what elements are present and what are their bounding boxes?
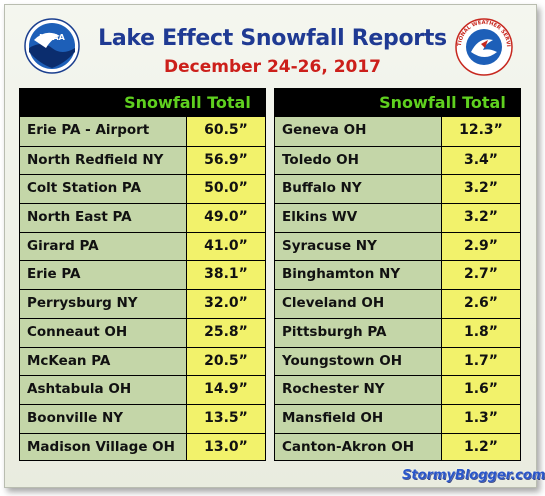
right-snowfall-table: Snowfall Total Geneva OH 12.3” Toledo OH 3.…	[274, 88, 521, 462]
snowfall-value-cell: 13.0”	[187, 433, 265, 461]
table-row: North Redfield NY 56.9”	[19, 145, 266, 175]
table-row: Buffalo NY 3.2”	[274, 174, 521, 204]
table-row: Erie PA - Airport 60.5”	[19, 117, 266, 146]
snowfall-value-cell: 14.9”	[187, 376, 265, 404]
table-row: Elkins WV 3.2”	[274, 203, 521, 232]
snowfall-value-cell: 49.0”	[187, 204, 265, 232]
location-cell: Colt Station PA	[20, 175, 187, 204]
page-subtitle: December 24-26, 2017	[163, 57, 382, 77]
left-snowfall-table: Snowfall Total Erie PA - Airport 60.5” Nor…	[19, 88, 266, 462]
snowfall-value-cell: 3.2”	[442, 175, 520, 204]
table-row: Binghamton NY 2.7”	[274, 260, 521, 290]
noaa-logo-icon: NOAA	[24, 18, 80, 74]
location-cell: Pittsburgh PA	[275, 318, 442, 347]
table-row: Cleveland OH 2.6”	[274, 289, 521, 318]
location-cell: Ashtabula OH	[20, 376, 187, 404]
svg-text:NOAA: NOAA	[39, 33, 65, 42]
left-table-header: Snowfall Total	[19, 88, 266, 117]
location-cell: Rochester NY	[275, 376, 442, 404]
snowfall-value-cell: 60.5”	[187, 117, 265, 146]
snowfall-value-cell: 2.7”	[442, 261, 520, 290]
table-row: Colt Station PA 50.0”	[19, 174, 266, 204]
snowfall-value-cell: 1.2”	[442, 433, 520, 461]
location-cell: Madison Village OH	[20, 433, 187, 461]
snowfall-value-cell: 2.6”	[442, 290, 520, 318]
location-cell: Perrysburg NY	[20, 290, 187, 318]
snowfall-value-cell: 1.7”	[442, 347, 520, 376]
table-row: Ashtabula OH 14.9”	[19, 375, 266, 404]
location-cell: Canton-Akron OH	[275, 433, 442, 461]
table-row: Mansfield OH 1.3”	[274, 403, 521, 433]
right-table-header: Snowfall Total	[274, 88, 521, 117]
snowfall-value-cell: 1.6”	[442, 376, 520, 404]
location-cell: Conneaut OH	[20, 318, 187, 347]
table-row: Youngstown OH 1.7”	[274, 346, 521, 376]
snowfall-value-cell: 12.3”	[442, 117, 520, 146]
table-row: Erie PA 38.1”	[19, 260, 266, 290]
nws-logo-icon: NATIONAL WEATHER SERVICE	[455, 18, 513, 76]
snowfall-value-cell: 20.5”	[187, 347, 265, 376]
snowfall-value-cell: 3.4”	[442, 146, 520, 175]
location-cell: Geneva OH	[275, 117, 442, 146]
watermark-logo: StormyBlogger.com	[402, 468, 545, 483]
snowfall-value-cell: 3.2”	[442, 204, 520, 232]
table-row: Canton-Akron OH 1.2”	[274, 432, 521, 462]
location-cell: Toledo OH	[275, 146, 442, 175]
location-cell: Syracuse NY	[275, 232, 442, 261]
location-cell: Cleveland OH	[275, 290, 442, 318]
location-cell: Boonville NY	[20, 404, 187, 433]
table-row: Pittsburgh PA 1.8”	[274, 317, 521, 347]
table-row: McKean PA 20.5”	[19, 346, 266, 376]
snowfall-value-cell: 1.8”	[442, 318, 520, 347]
snowfall-value-cell: 25.8”	[187, 318, 265, 347]
table-row: Boonville NY 13.5”	[19, 403, 266, 433]
location-cell: Buffalo NY	[275, 175, 442, 204]
page-title: Lake Effect Snowfall Reports	[98, 26, 447, 51]
snowfall-value-cell: 32.0”	[187, 290, 265, 318]
location-cell: Erie PA - Airport	[20, 117, 187, 146]
location-cell: Youngstown OH	[275, 347, 442, 376]
location-cell: North Redfield NY	[20, 146, 187, 175]
table-row: Madison Village OH 13.0”	[19, 432, 266, 462]
table-row: Perrysburg NY 32.0”	[19, 289, 266, 318]
location-cell: Mansfield OH	[275, 404, 442, 433]
snowfall-value-cell: 2.9”	[442, 232, 520, 261]
table-row: Girard PA 41.0”	[19, 231, 266, 261]
table-row: Rochester NY 1.6”	[274, 375, 521, 404]
location-cell: Erie PA	[20, 261, 187, 290]
snowfall-value-cell: 56.9”	[187, 146, 265, 175]
table-row: Conneaut OH 25.8”	[19, 317, 266, 347]
snowfall-value-cell: 1.3”	[442, 404, 520, 433]
location-cell: McKean PA	[20, 347, 187, 376]
snowfall-value-cell: 13.5”	[187, 404, 265, 433]
location-cell: North East PA	[20, 204, 187, 232]
table-row: Toledo OH 3.4”	[274, 145, 521, 175]
location-cell: Girard PA	[20, 232, 187, 261]
snowfall-value-cell: 38.1”	[187, 261, 265, 290]
table-row: North East PA 49.0”	[19, 203, 266, 232]
table-row: Syracuse NY 2.9”	[274, 231, 521, 261]
snowfall-value-cell: 50.0”	[187, 175, 265, 204]
table-row: Geneva OH 12.3”	[274, 117, 521, 146]
location-cell: Elkins WV	[275, 204, 442, 232]
snowfall-value-cell: 41.0”	[187, 232, 265, 261]
location-cell: Binghamton NY	[275, 261, 442, 290]
